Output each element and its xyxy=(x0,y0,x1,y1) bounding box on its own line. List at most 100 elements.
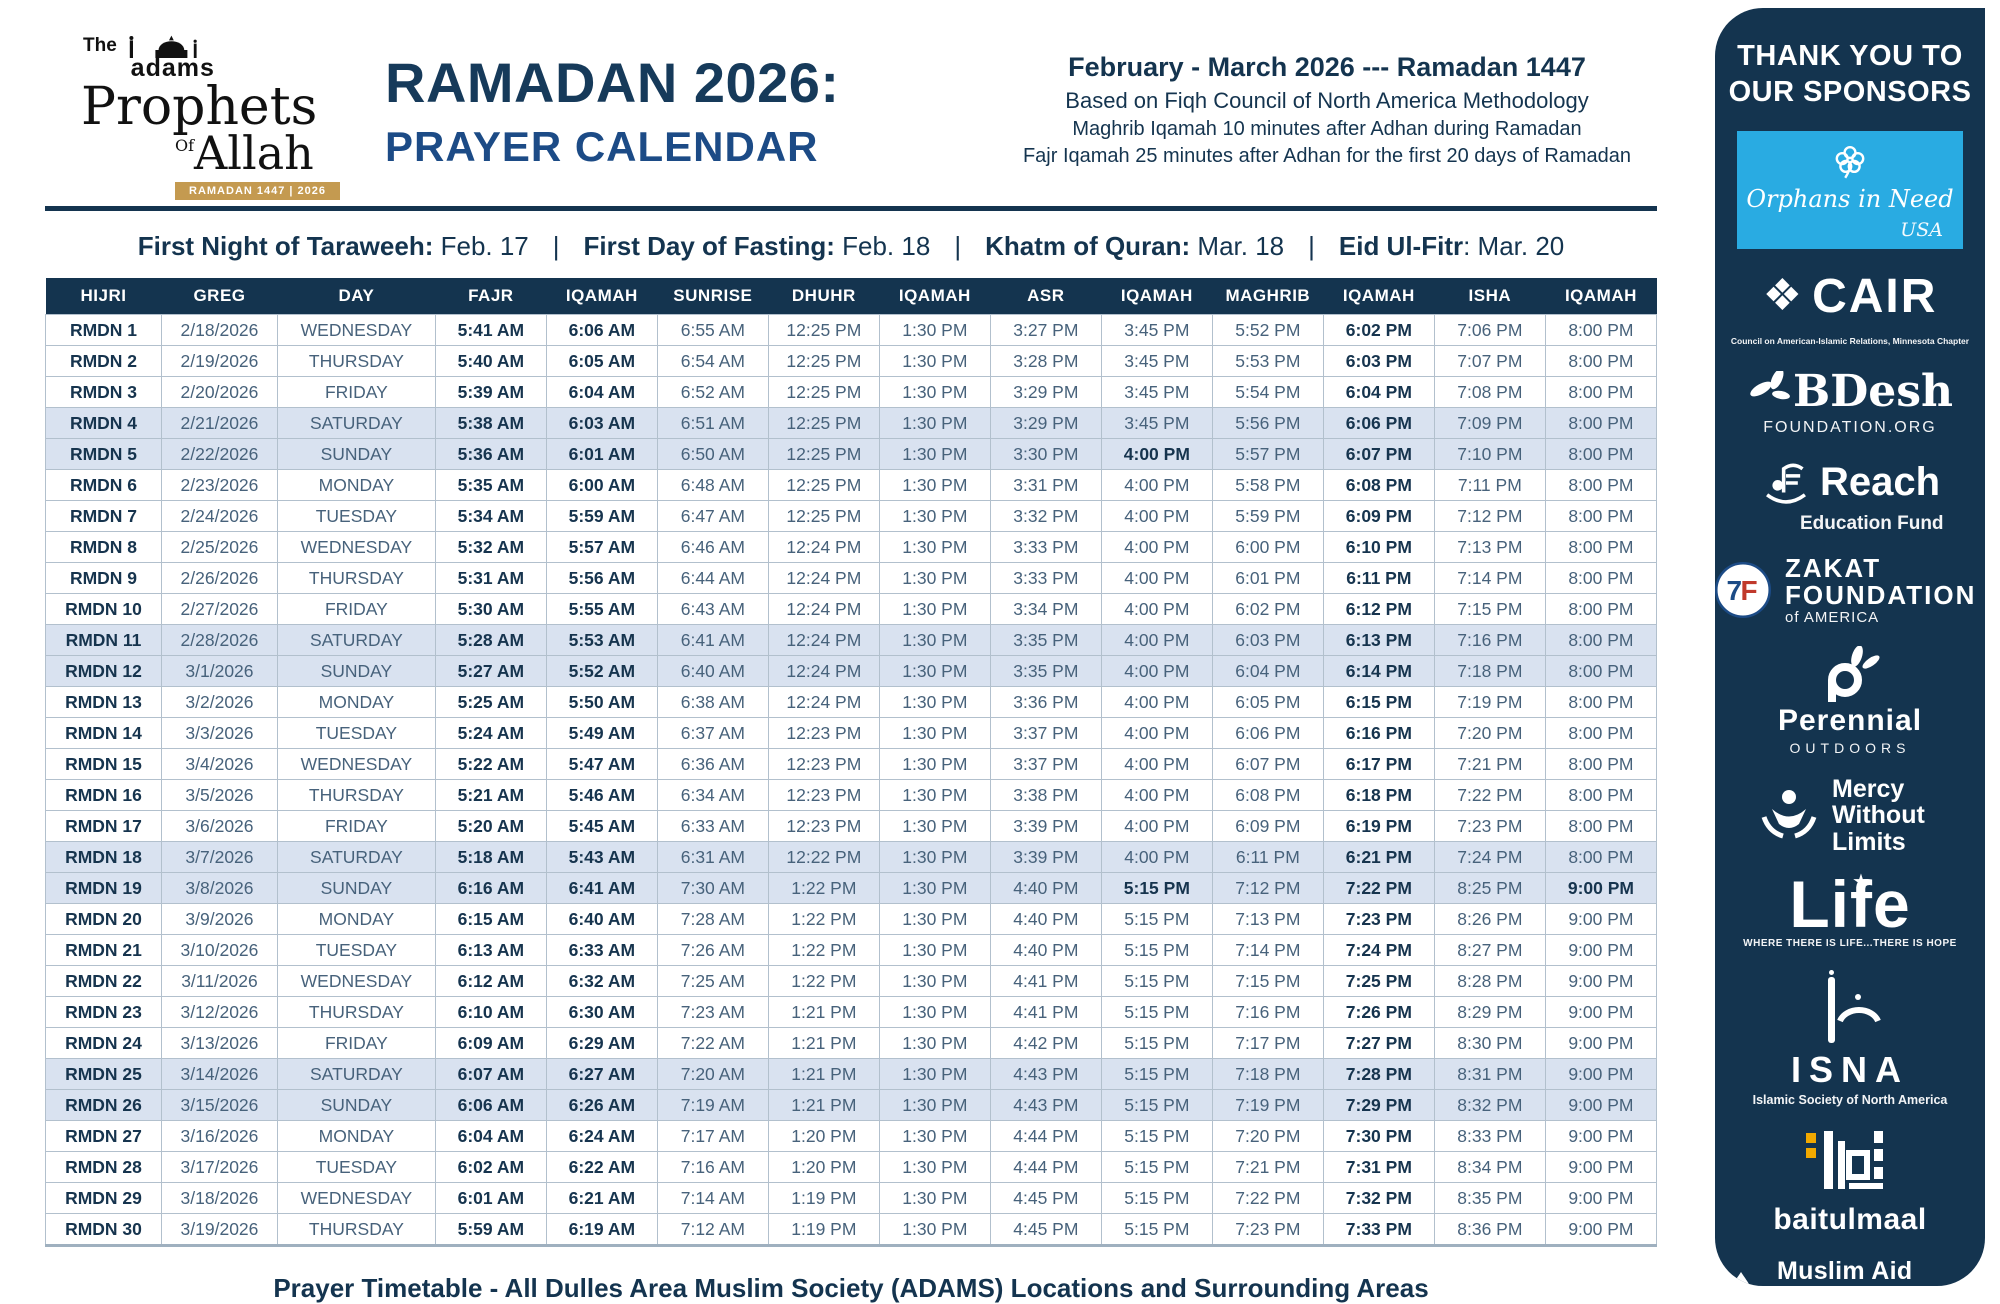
table-cell: RMDN 9 xyxy=(45,562,162,595)
table-cell: 7:26 AM xyxy=(656,934,769,967)
table-cell: 4:41 PM xyxy=(989,965,1102,998)
table-cell: 6:01 AM xyxy=(434,1182,547,1215)
table-cell: RMDN 19 xyxy=(45,872,162,905)
table-cell: 5:59 AM xyxy=(434,1213,547,1247)
table-cell: 6:07 PM xyxy=(1322,438,1435,471)
table-cell: 5:56 PM xyxy=(1211,407,1324,440)
sponsors-title-line1: THANK YOU TO xyxy=(1737,40,1963,72)
table-cell: 3/12/2026 xyxy=(160,996,278,1029)
logo-adams-text: adams xyxy=(130,54,215,82)
table-cell: 1:30 PM xyxy=(878,779,991,812)
table-cell: 7:19 PM xyxy=(1433,686,1546,719)
table-cell: RMDN 2 xyxy=(45,345,162,378)
table-cell: 5:50 AM xyxy=(545,686,658,719)
table-cell: 6:33 AM xyxy=(656,810,769,843)
table-cell: 5:15 PM xyxy=(1100,934,1213,967)
table-cell: 5:25 AM xyxy=(434,686,547,719)
zf-circle-icon: 7F xyxy=(1715,562,1771,619)
table-cell: 8:00 PM xyxy=(1544,593,1658,626)
table-cell: 6:21 AM xyxy=(545,1182,658,1215)
table-cell: RMDN 5 xyxy=(45,438,162,471)
isna-minaret-icon xyxy=(1828,970,1881,1044)
sponsor-bdesh: BDesh FOUNDATION.ORG xyxy=(1735,366,1965,437)
table-cell: 4:00 PM xyxy=(1100,779,1213,812)
table-cell: 5:38 AM xyxy=(434,407,547,440)
table-cell: 3:36 PM xyxy=(989,686,1102,719)
sponsor-subtext: WHERE THERE IS LIFE...THERE IS HOPE xyxy=(1743,938,1957,950)
table-cell: 5:54 PM xyxy=(1211,376,1324,409)
table-cell: 6:00 AM xyxy=(545,469,658,502)
table-cell: 12:23 PM xyxy=(767,810,880,843)
table-cell: RMDN 27 xyxy=(45,1120,162,1153)
table-cell: 5:46 AM xyxy=(545,779,658,812)
table-cell: 7:06 PM xyxy=(1433,314,1546,347)
table-cell: 1:30 PM xyxy=(878,1213,991,1247)
table-cell: TUESDAY xyxy=(276,717,436,750)
table-cell: 8:00 PM xyxy=(1544,314,1658,347)
table-header-row: HIJRI GREG DAY FAJR IQAMAH SUNRISE DHUHR IQAMAH… xyxy=(45,278,1657,315)
table-cell: 3:37 PM xyxy=(989,748,1102,781)
table-cell: 1:30 PM xyxy=(878,996,991,1029)
events-bar: First Night of Taraweeh: Feb. 17 | First D… xyxy=(45,231,1657,262)
event-item: First Night of Taraweeh: Feb. 17 xyxy=(137,231,529,262)
subtitle-methodology: Based on Fiqh Council of North America M… xyxy=(1065,88,1589,113)
table-cell: FRIDAY xyxy=(276,593,436,626)
table-cell: 3/18/2026 xyxy=(160,1182,278,1215)
table-cell: 7:21 PM xyxy=(1211,1151,1324,1184)
table-cell: 8:00 PM xyxy=(1544,407,1658,440)
table-cell: 6:05 AM xyxy=(545,345,658,378)
table-cell: 7:23 AM xyxy=(656,996,769,1029)
table-cell: 4:40 PM xyxy=(989,934,1102,967)
table-cell: RMDN 13 xyxy=(45,686,162,719)
table-cell: THURSDAY xyxy=(276,1213,436,1247)
table-cell: 6:09 AM xyxy=(434,1027,547,1060)
table-cell: 8:36 PM xyxy=(1433,1213,1546,1247)
table-cell: 5:45 AM xyxy=(545,810,658,843)
table-cell: 1:30 PM xyxy=(878,438,991,471)
table-cell: 3/17/2026 xyxy=(160,1151,278,1184)
table-cell: 6:40 AM xyxy=(545,903,658,936)
table-cell: RMDN 3 xyxy=(45,376,162,409)
table-cell: 6:27 AM xyxy=(545,1058,658,1091)
table-cell: 3/11/2026 xyxy=(160,965,278,998)
sponsor-subtext: Council on American-Islamic Relations, M… xyxy=(1730,335,1970,346)
table-cell: 2/21/2026 xyxy=(160,407,278,440)
sponsor-subtext: Education Fund xyxy=(1800,512,1944,534)
table-cell: 7:21 PM xyxy=(1433,748,1546,781)
table-cell: 12:23 PM xyxy=(767,779,880,812)
table-cell: 7:33 PM xyxy=(1322,1213,1435,1247)
table-cell: 7:16 PM xyxy=(1211,996,1324,1029)
table-cell: 5:34 AM xyxy=(434,500,547,533)
table-cell: 6:13 PM xyxy=(1322,624,1435,657)
table-cell: 5:49 AM xyxy=(545,717,658,750)
table-cell: 7:13 PM xyxy=(1211,903,1324,936)
table-cell: 6:31 AM xyxy=(656,841,769,874)
table-cell: 3:35 PM xyxy=(989,624,1102,657)
sponsor-subtext: OUTDOORS xyxy=(1789,740,1911,757)
table-cell: 7:26 PM xyxy=(1322,996,1435,1029)
table-cell: 2/27/2026 xyxy=(160,593,278,626)
table-row: RMDN 29 3/18/2026 WEDNESDAY 6:01 AM 6:21 AM 7… xyxy=(45,1182,1658,1215)
table-cell: WEDNESDAY xyxy=(276,965,436,998)
calendar-page: The adams Prophets Of xyxy=(45,0,1658,1304)
table-cell: 4:00 PM xyxy=(1100,655,1213,688)
table-cell: 7:14 PM xyxy=(1211,934,1324,967)
droplet-icon xyxy=(1731,1271,1751,1286)
table-row: RMDN 22 3/11/2026 WEDNESDAY 6:12 AM 6:32 AM 7… xyxy=(45,965,1658,998)
table-cell: 8:00 PM xyxy=(1544,345,1658,378)
table-cell: 9:00 PM xyxy=(1544,1058,1658,1091)
subtitle-maghrib-note: Maghrib Iqamah 10 minutes after Adhan du… xyxy=(1072,118,1582,140)
svg-text:F: F xyxy=(1740,575,1757,606)
table-cell: 6:13 AM xyxy=(434,934,547,967)
table-cell: SATURDAY xyxy=(276,841,436,874)
table-cell: 1:22 PM xyxy=(767,903,880,936)
table-cell: RMDN 26 xyxy=(45,1089,162,1122)
table-cell: 3/15/2026 xyxy=(160,1089,278,1122)
table-cell: RMDN 25 xyxy=(45,1058,162,1091)
table-cell: 6:36 AM xyxy=(656,748,769,781)
table-cell: 5:40 AM xyxy=(434,345,547,378)
table-row: RMDN 6 2/23/2026 MONDAY 5:35 AM 6:00 AM 6:48 … xyxy=(45,469,1658,502)
table-cell: 8:00 PM xyxy=(1544,438,1658,471)
title-block: RAMADAN 2026: PRAYER CALENDAR xyxy=(345,34,840,171)
table-cell: 1:30 PM xyxy=(878,593,991,626)
